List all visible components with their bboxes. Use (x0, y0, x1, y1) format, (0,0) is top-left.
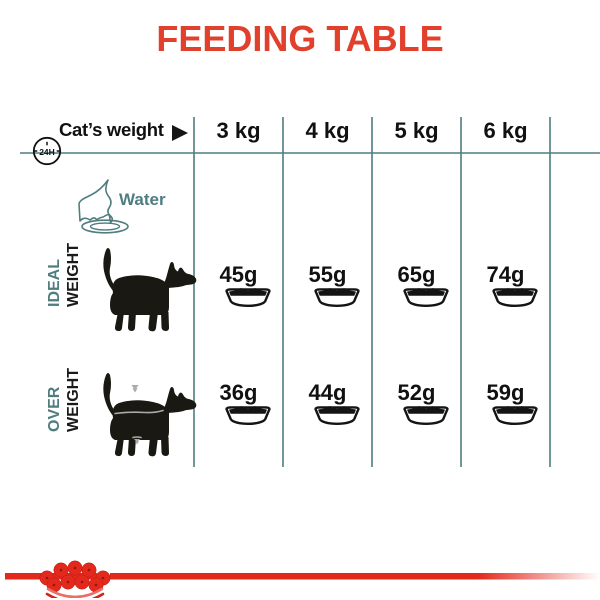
svg-text:24H: 24H (39, 147, 55, 157)
